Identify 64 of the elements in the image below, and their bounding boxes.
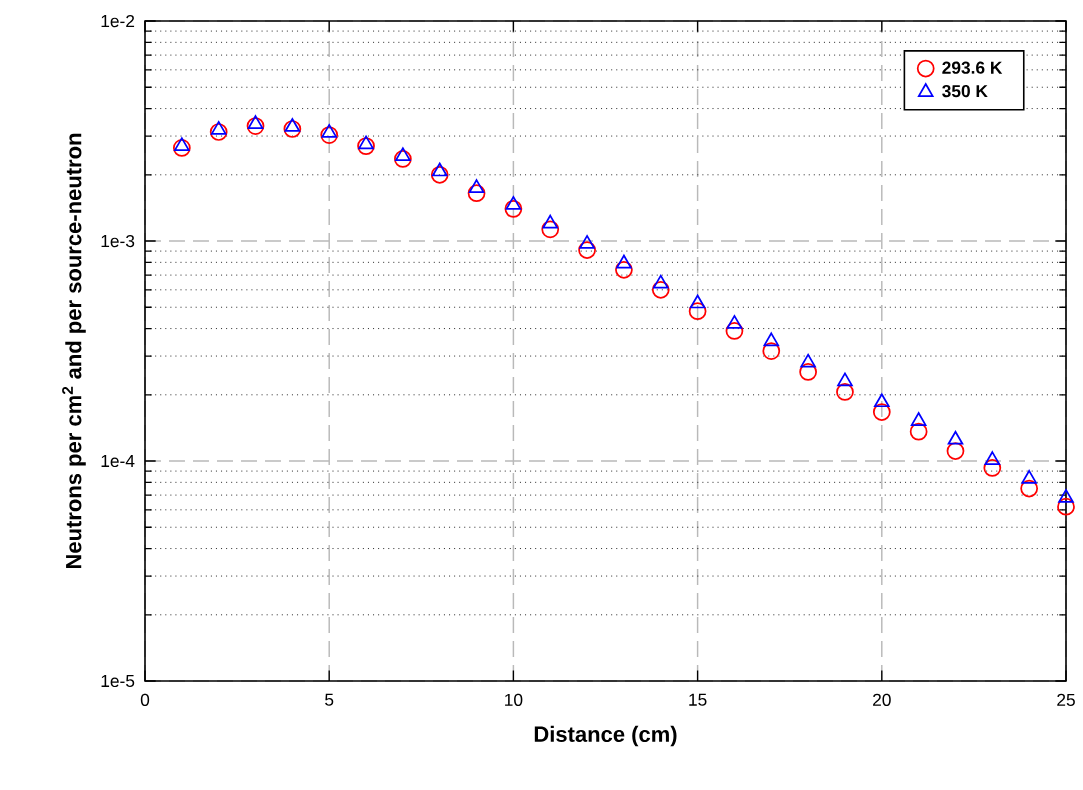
point (762, 342, 781, 360)
x-tick-label: 10 (505, 693, 523, 706)
y-tick-label: 1e-4 (101, 454, 135, 468)
point (615, 260, 633, 279)
point (246, 117, 265, 135)
legend-label: 293.6 K (942, 61, 1003, 74)
point (763, 332, 780, 347)
point (799, 363, 817, 381)
x-axis-title: Distance (cm) (534, 725, 677, 747)
point (800, 353, 816, 368)
point (247, 115, 264, 129)
point (430, 165, 449, 184)
point (1057, 497, 1075, 516)
point (1020, 479, 1039, 498)
point (431, 162, 448, 177)
point (947, 430, 964, 445)
point (872, 403, 891, 421)
point (725, 322, 744, 340)
point (909, 422, 928, 441)
point (541, 220, 560, 239)
legend-label: 350 K (942, 84, 988, 98)
point (984, 451, 1001, 465)
point (688, 302, 707, 321)
point (320, 126, 339, 144)
y-tick-label: 1e-5 (101, 674, 135, 688)
point (357, 137, 375, 155)
point (616, 254, 632, 269)
point (467, 184, 486, 203)
point (726, 315, 743, 329)
point (395, 147, 411, 162)
point (1021, 469, 1037, 484)
point (910, 412, 927, 426)
x-tick-label: 20 (873, 693, 891, 706)
point (578, 241, 596, 259)
y-tick-label: 1e-2 (101, 14, 135, 28)
point (651, 280, 670, 299)
point (358, 135, 374, 150)
point (283, 120, 302, 138)
point (284, 118, 301, 132)
point (652, 274, 669, 289)
point (1058, 489, 1074, 503)
point (174, 137, 190, 151)
point (394, 150, 412, 168)
x-tick-label: 15 (689, 693, 707, 706)
point (468, 179, 485, 193)
point (172, 139, 191, 157)
x-tick-label: 0 (140, 693, 150, 706)
y-tick-label: 1e-3 (101, 234, 135, 248)
y-axis-title: Neutrons per cm$^{2}$ and per source-neutron (62, 133, 86, 569)
point (542, 214, 559, 229)
point (689, 294, 706, 309)
point (210, 121, 227, 135)
point (837, 372, 853, 387)
point (874, 393, 890, 408)
point (946, 442, 965, 460)
point (209, 123, 228, 141)
point (505, 195, 522, 210)
point (579, 235, 595, 249)
x-tick-label: 5 (325, 693, 334, 706)
x-tick-label: 25 (1057, 693, 1075, 706)
point (504, 200, 523, 218)
point (836, 383, 854, 401)
point (321, 124, 337, 138)
point (983, 459, 1002, 477)
